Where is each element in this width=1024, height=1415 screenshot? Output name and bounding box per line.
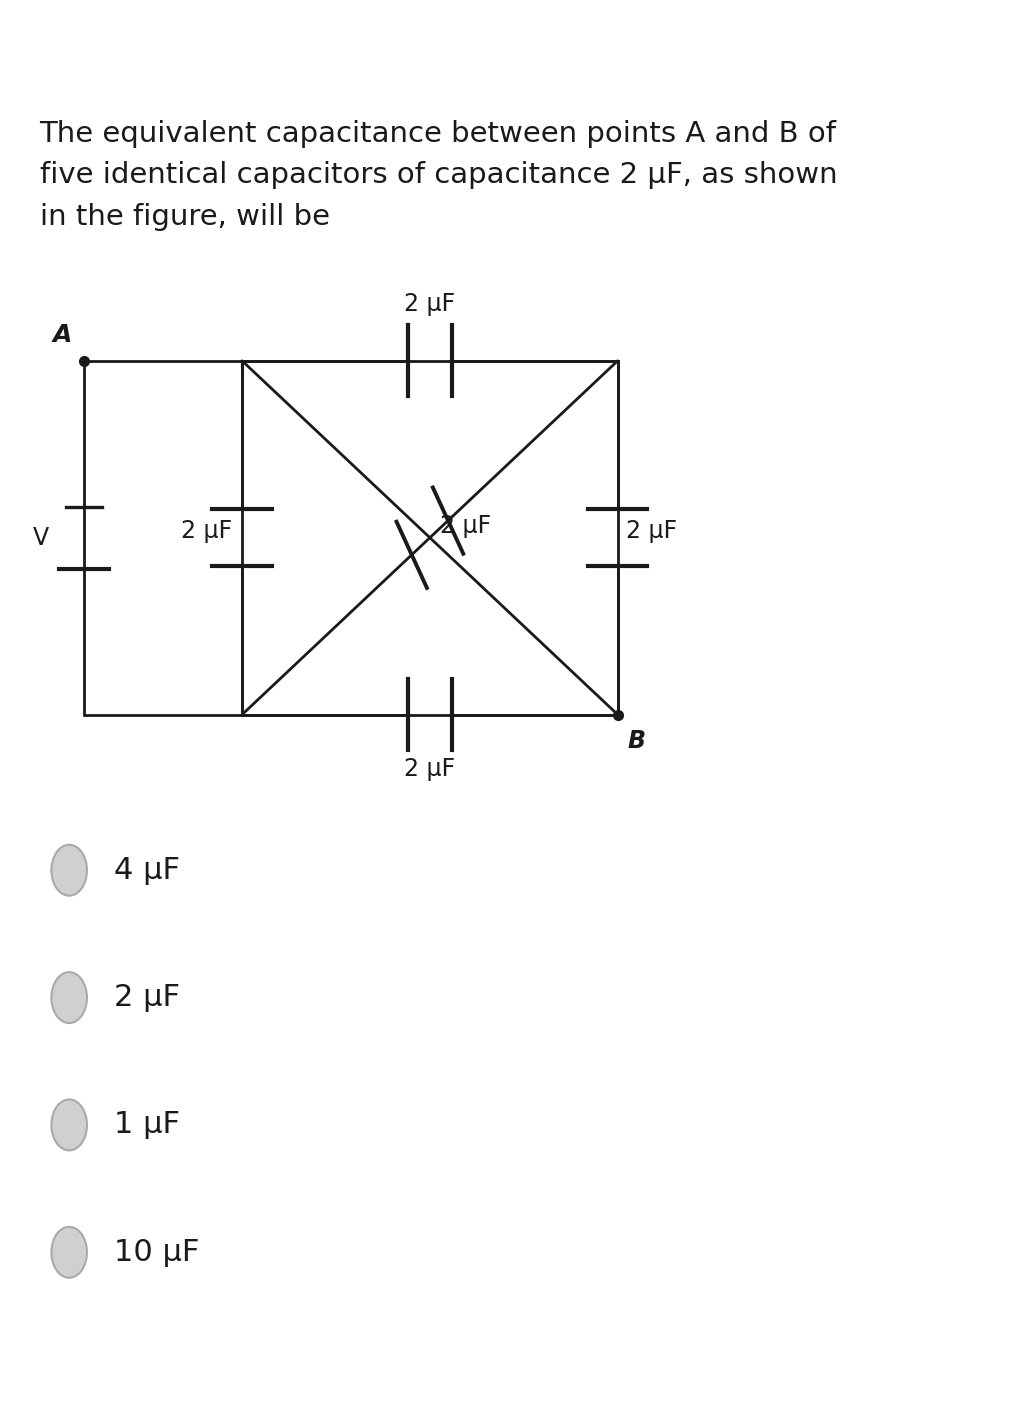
Text: 2 μF: 2 μF [626,519,677,542]
Text: 2 μF: 2 μF [181,519,232,542]
Text: 1 μF: 1 μF [114,1111,179,1139]
Text: The equivalent capacitance between points A and B of
five identical capacitors o: The equivalent capacitance between point… [40,120,838,231]
Text: B: B [628,729,645,753]
Text: 2 μF: 2 μF [404,291,456,316]
Text: A: A [53,323,72,347]
Circle shape [51,1227,87,1278]
Text: 2 μF: 2 μF [114,983,179,1012]
Circle shape [51,1099,87,1150]
Text: 10 μF: 10 μF [114,1238,199,1266]
Text: V: V [34,526,49,549]
Text: 4 μF: 4 μF [114,856,179,884]
Text: 2 μF: 2 μF [404,757,456,781]
Circle shape [51,972,87,1023]
Text: 2 μF: 2 μF [439,515,490,538]
Circle shape [51,845,87,896]
